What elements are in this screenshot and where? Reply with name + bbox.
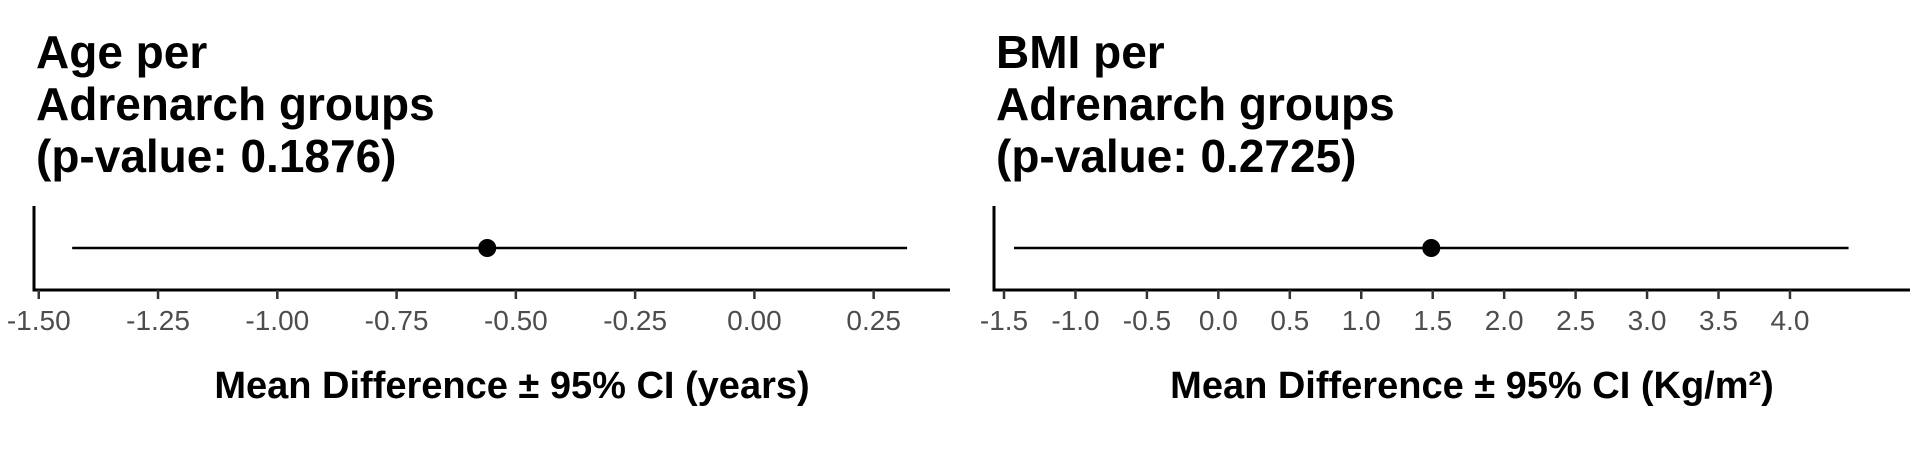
x-tick-label: -1.00: [245, 305, 309, 336]
x-tick-label: 0.25: [846, 305, 901, 336]
age-forest-panel: Age per Adrenarch groups (p-value: 0.187…: [0, 0, 955, 451]
x-tick-label: -1.5: [980, 305, 1028, 336]
x-tick-label: 3.0: [1628, 305, 1667, 336]
x-tick-label: 4.0: [1770, 305, 1809, 336]
title-line-2: Adrenarch groups: [996, 78, 1395, 130]
chart-title: Age per Adrenarch groups (p-value: 0.187…: [36, 26, 435, 182]
title-line-3: (p-value: 0.1876): [36, 130, 397, 182]
title-line-3: (p-value: 0.2725): [996, 130, 1357, 182]
x-tick-label: 0.00: [727, 305, 782, 336]
mean-difference-point: [478, 239, 497, 257]
x-tick-label: 2.0: [1485, 305, 1524, 336]
mean-difference-point: [1422, 239, 1441, 257]
title-line-1: BMI per: [996, 26, 1165, 78]
title-line-1: Age per: [36, 26, 208, 78]
forest-plot: -1.50 -1.25 -1.00 -0.75 -0.50 -0.25 0.00 0.25 Me…: [7, 206, 950, 407]
x-tick-label: -0.75: [365, 305, 429, 336]
forest-plot: -1.5 -1.0 -0.5 0.0 0.5 1.0 1.5 2.0 2.5 3.0 3.5 4.0 M…: [980, 206, 1910, 407]
x-tick-label: 3.5: [1699, 305, 1738, 336]
title-line-2: Adrenarch groups: [36, 78, 435, 130]
x-tick-label: 2.5: [1556, 305, 1595, 336]
bmi-forest-panel: BMI per Adrenarch groups (p-value: 0.272…: [960, 0, 1920, 451]
x-tick-label: 1.0: [1342, 305, 1381, 336]
x-tick-label: 0.5: [1270, 305, 1309, 336]
x-tick-label: -0.50: [484, 305, 548, 336]
x-axis-title: Mean Difference ± 95% CI (Kg/m²): [1170, 365, 1774, 407]
x-tick-label: 1.5: [1413, 305, 1452, 336]
x-tick-label: 0.0: [1199, 305, 1238, 336]
x-tick-label: -0.5: [1123, 305, 1171, 336]
x-tick-label: -0.25: [603, 305, 667, 336]
x-tick-label: -1.0: [1051, 305, 1099, 336]
x-tick-label: -1.50: [7, 305, 71, 336]
x-tick-label: -1.25: [126, 305, 190, 336]
x-axis-title: Mean Difference ± 95% CI (years): [214, 365, 809, 407]
chart-title: BMI per Adrenarch groups (p-value: 0.272…: [996, 26, 1395, 182]
